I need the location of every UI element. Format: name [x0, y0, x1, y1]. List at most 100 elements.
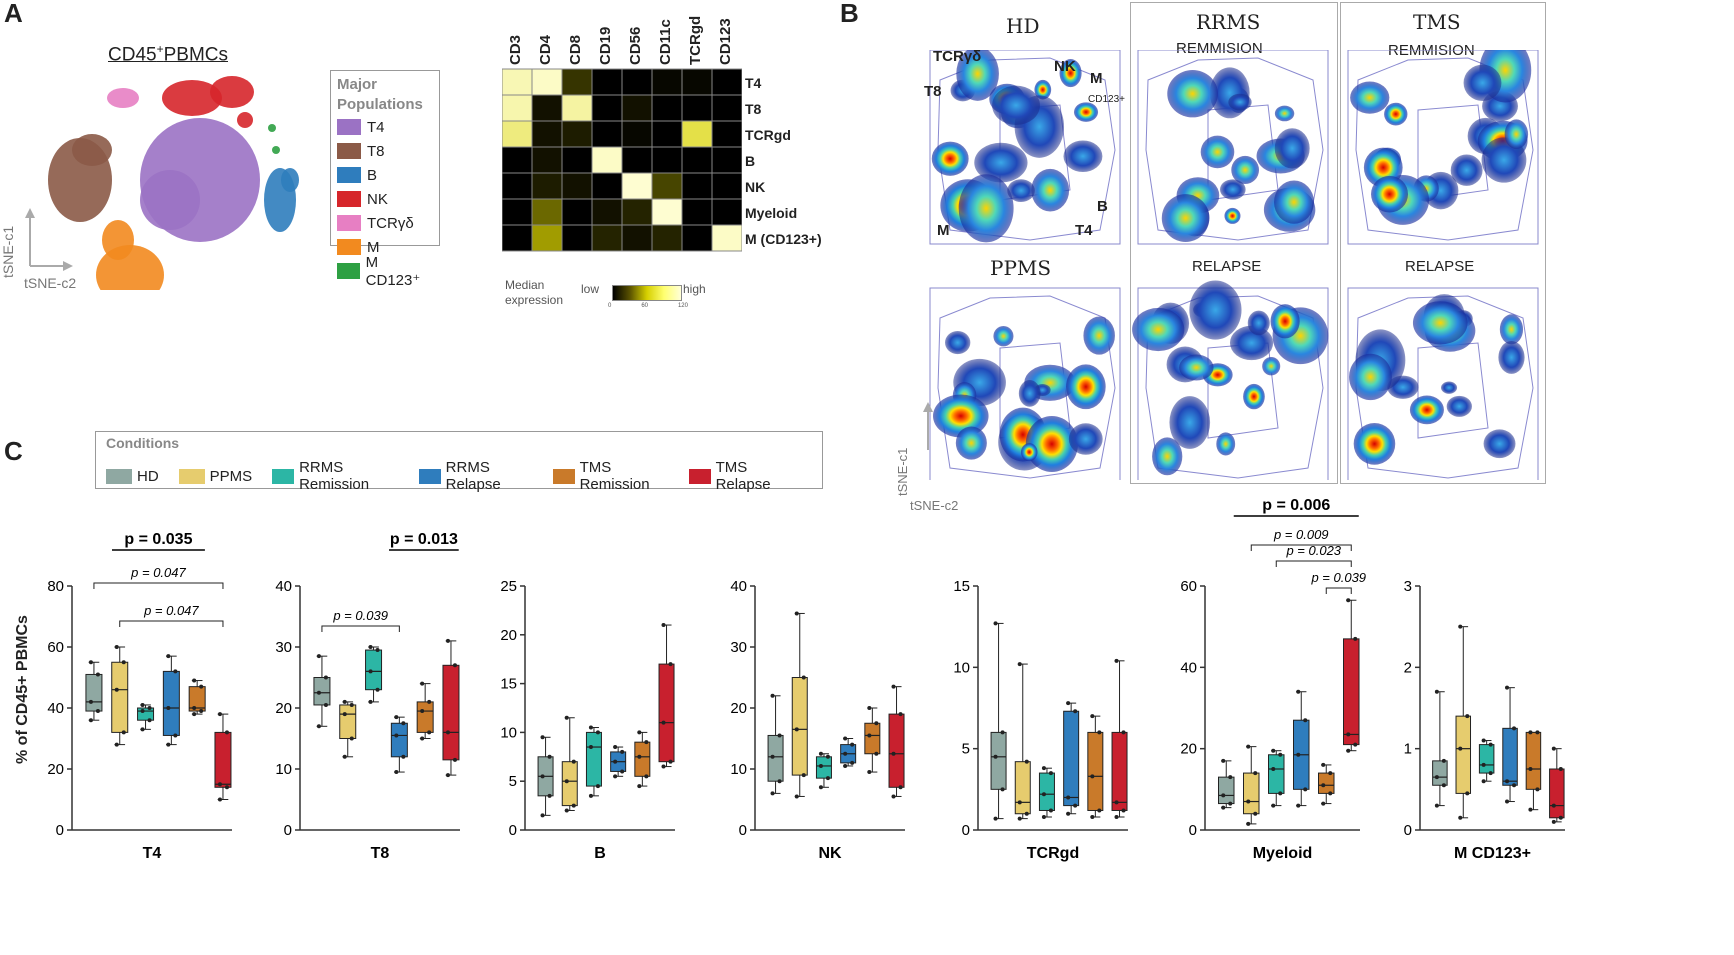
- density-hotspot: [1161, 194, 1210, 242]
- significance-bracket: [321, 625, 400, 632]
- data-point: [166, 654, 171, 659]
- condition-legend-item: PPMS: [178, 459, 253, 493]
- box-body: [767, 734, 784, 782]
- data-point: [1271, 748, 1276, 753]
- data-point: [588, 793, 593, 798]
- data-point: [637, 730, 642, 735]
- heatmap-row-label: M (CD123+): [745, 231, 822, 247]
- chart-x-title: TCRgd: [1027, 845, 1079, 862]
- tsne-axis-y-label: tSNE-c1: [0, 225, 16, 278]
- data-point: [95, 672, 100, 677]
- data-point: [1481, 762, 1486, 767]
- heatmap-cell: [621, 224, 653, 252]
- condition-legend-item: TMS Remission: [552, 459, 669, 493]
- data-point: [540, 735, 545, 740]
- boxplot-chart: 0 10 20 30 40 T8 p = 0.013 p = 0.039: [275, 531, 460, 862]
- y-tick-label: 0: [1404, 822, 1412, 839]
- y-tick-label: 0: [509, 822, 517, 839]
- significance-bracket: [119, 620, 224, 627]
- data-point: [88, 718, 93, 723]
- heatmap-cell: [561, 146, 593, 174]
- heatmap-cell: [531, 120, 563, 148]
- density-hotspot: [1483, 429, 1516, 459]
- heatmap-cell: [591, 198, 623, 226]
- density-hotspot: [1073, 102, 1099, 122]
- data-point: [1296, 689, 1301, 694]
- condition-legend-item: RRMS Relapse: [418, 459, 533, 493]
- density-hotspot: [1349, 353, 1392, 401]
- population-label: NK: [367, 190, 388, 208]
- y-tick-label: 0: [739, 822, 747, 839]
- box-body: [634, 741, 651, 777]
- label-rrms-remission: REMMISION: [1176, 40, 1263, 57]
- tsne-axis-x-head: [63, 261, 73, 271]
- data-point: [394, 733, 399, 738]
- significance-bracket: [1250, 544, 1352, 551]
- y-tick-label: 60: [1180, 578, 1197, 595]
- data-point: [777, 779, 782, 784]
- data-point: [95, 709, 100, 714]
- density-hotspot: [1274, 128, 1310, 169]
- data-point: [1505, 685, 1510, 690]
- p-value-label: p = 0.047: [130, 565, 186, 580]
- y-tick-label: 0: [284, 822, 292, 839]
- y-tick-label: 80: [47, 578, 64, 595]
- box-body: [1525, 731, 1542, 790]
- conditions-legend: Conditions HD PPMS RRMS Remission RRMS Rela…: [95, 431, 823, 493]
- data-point: [445, 773, 450, 778]
- data-point: [140, 709, 145, 714]
- heatmap-legend-title-2: expression: [505, 293, 564, 307]
- heatmap-cell: [502, 94, 533, 122]
- y-tick-label: 20: [500, 627, 517, 644]
- y-tick-label: 10: [275, 761, 292, 778]
- heatmap-legend-title-1: Median: [505, 278, 545, 292]
- density-hotspot: [1189, 280, 1242, 340]
- density-hotspot: [1463, 64, 1502, 102]
- p-value-bold: p = 0.006: [1262, 497, 1330, 514]
- heatmap-cell: [621, 146, 653, 174]
- data-point: [1073, 803, 1078, 808]
- data-point: [540, 774, 545, 779]
- data-point: [1048, 771, 1053, 776]
- condition-label: PPMS: [209, 467, 253, 485]
- density-hotspot: [1231, 155, 1260, 185]
- density-gate: [1417, 104, 1489, 201]
- density-plot-frame: [1137, 50, 1329, 245]
- data-point: [661, 623, 666, 628]
- data-point: [993, 621, 998, 626]
- data-point: [1535, 787, 1540, 792]
- density-hotspot: [993, 325, 1014, 347]
- data-point: [668, 759, 673, 764]
- data-point: [1353, 742, 1358, 747]
- data-point: [1512, 783, 1517, 788]
- panel-letter-a: A: [4, 0, 23, 28]
- box-body: [111, 661, 129, 733]
- box-body: [1243, 772, 1260, 815]
- data-point: [173, 669, 178, 674]
- box-body: [339, 704, 357, 739]
- significance-bracket: [93, 582, 224, 589]
- heatmap-legend-low: low: [581, 282, 600, 296]
- box-body: [1087, 731, 1104, 811]
- data-point: [874, 751, 879, 756]
- density-hotspot: [955, 426, 987, 460]
- chart-x-title: T8: [371, 845, 390, 862]
- data-point: [1346, 748, 1351, 753]
- box-body: [1111, 731, 1128, 811]
- box-body: [390, 722, 408, 758]
- data-point: [843, 736, 848, 741]
- box-body: [1268, 754, 1285, 794]
- y-tick-label: 0: [962, 822, 970, 839]
- population-swatch: [337, 143, 361, 159]
- density-hotspot: [1450, 154, 1483, 186]
- data-point: [564, 779, 569, 784]
- heatmap-cell: [502, 172, 533, 200]
- data-point: [224, 730, 229, 735]
- populations-legend-title: Major Populations: [337, 75, 433, 115]
- data-point: [1321, 783, 1326, 788]
- heatmap-colorbar: [612, 285, 682, 301]
- data-point: [1321, 762, 1326, 767]
- data-point: [1121, 808, 1126, 813]
- heatmap-row-label: Myeloid: [745, 205, 798, 221]
- data-point: [140, 727, 145, 732]
